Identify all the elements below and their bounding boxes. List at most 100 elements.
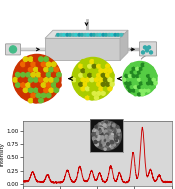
Circle shape xyxy=(92,64,96,68)
Circle shape xyxy=(57,34,59,36)
Circle shape xyxy=(102,143,105,146)
Circle shape xyxy=(111,136,113,137)
Circle shape xyxy=(100,126,103,129)
Circle shape xyxy=(116,136,119,139)
Circle shape xyxy=(108,133,110,135)
Circle shape xyxy=(99,135,102,138)
Circle shape xyxy=(98,133,100,135)
Circle shape xyxy=(18,88,23,92)
Circle shape xyxy=(100,134,103,137)
Circle shape xyxy=(141,92,144,96)
Polygon shape xyxy=(45,38,120,60)
Circle shape xyxy=(94,132,96,135)
Circle shape xyxy=(148,70,152,74)
Circle shape xyxy=(128,81,132,85)
Circle shape xyxy=(105,134,108,137)
Circle shape xyxy=(115,136,116,137)
Circle shape xyxy=(75,34,77,36)
Circle shape xyxy=(102,130,104,132)
Circle shape xyxy=(105,135,107,136)
Circle shape xyxy=(60,34,62,36)
Circle shape xyxy=(94,139,97,142)
Circle shape xyxy=(143,67,146,70)
Circle shape xyxy=(106,137,107,139)
Circle shape xyxy=(41,72,46,77)
Circle shape xyxy=(85,78,89,82)
Circle shape xyxy=(130,70,134,74)
Circle shape xyxy=(138,78,141,81)
Circle shape xyxy=(103,69,107,73)
Circle shape xyxy=(106,134,108,136)
Circle shape xyxy=(152,85,155,88)
Circle shape xyxy=(107,139,110,142)
Circle shape xyxy=(132,67,135,70)
Circle shape xyxy=(106,133,108,135)
Circle shape xyxy=(143,89,146,92)
Circle shape xyxy=(115,135,117,137)
Circle shape xyxy=(104,135,106,137)
Y-axis label: Intensity: Intensity xyxy=(0,142,5,166)
Circle shape xyxy=(149,51,152,54)
Circle shape xyxy=(139,89,143,92)
Circle shape xyxy=(111,140,114,143)
Circle shape xyxy=(94,78,98,82)
Circle shape xyxy=(92,121,121,150)
Circle shape xyxy=(100,129,102,131)
Circle shape xyxy=(101,135,103,138)
Circle shape xyxy=(104,135,106,137)
Circle shape xyxy=(104,137,105,138)
Circle shape xyxy=(104,132,105,133)
Circle shape xyxy=(107,135,108,136)
Polygon shape xyxy=(45,30,128,38)
Circle shape xyxy=(112,124,115,127)
Circle shape xyxy=(102,137,104,139)
Circle shape xyxy=(112,133,115,137)
Circle shape xyxy=(107,131,108,132)
Circle shape xyxy=(147,74,150,77)
Circle shape xyxy=(109,137,110,138)
Circle shape xyxy=(83,73,87,77)
Circle shape xyxy=(81,60,85,64)
Circle shape xyxy=(116,139,119,143)
Circle shape xyxy=(111,131,113,132)
Circle shape xyxy=(127,78,130,81)
Circle shape xyxy=(101,73,105,77)
Circle shape xyxy=(81,34,83,36)
Circle shape xyxy=(134,92,137,96)
Circle shape xyxy=(95,130,97,133)
Circle shape xyxy=(99,130,101,131)
Circle shape xyxy=(34,88,38,92)
Circle shape xyxy=(109,126,110,127)
Circle shape xyxy=(99,78,103,82)
Circle shape xyxy=(101,64,105,68)
Circle shape xyxy=(102,137,104,138)
Circle shape xyxy=(108,136,111,138)
Circle shape xyxy=(109,125,112,128)
Circle shape xyxy=(94,87,98,91)
Circle shape xyxy=(49,88,54,92)
Circle shape xyxy=(21,62,25,67)
Circle shape xyxy=(90,60,94,64)
Circle shape xyxy=(106,141,109,143)
Circle shape xyxy=(114,139,117,142)
Circle shape xyxy=(101,137,104,140)
Circle shape xyxy=(72,34,75,36)
Circle shape xyxy=(104,132,107,135)
Circle shape xyxy=(111,122,114,125)
Circle shape xyxy=(107,137,108,139)
Circle shape xyxy=(109,133,112,136)
Circle shape xyxy=(106,132,107,133)
Circle shape xyxy=(90,69,94,73)
Circle shape xyxy=(112,128,115,131)
Circle shape xyxy=(115,136,117,138)
Circle shape xyxy=(79,73,83,77)
Circle shape xyxy=(116,130,119,132)
Circle shape xyxy=(113,128,116,131)
Circle shape xyxy=(98,137,99,139)
Circle shape xyxy=(141,85,144,88)
Circle shape xyxy=(106,143,108,145)
Circle shape xyxy=(54,88,59,92)
Circle shape xyxy=(102,123,104,125)
Circle shape xyxy=(111,136,113,138)
Circle shape xyxy=(113,135,115,137)
